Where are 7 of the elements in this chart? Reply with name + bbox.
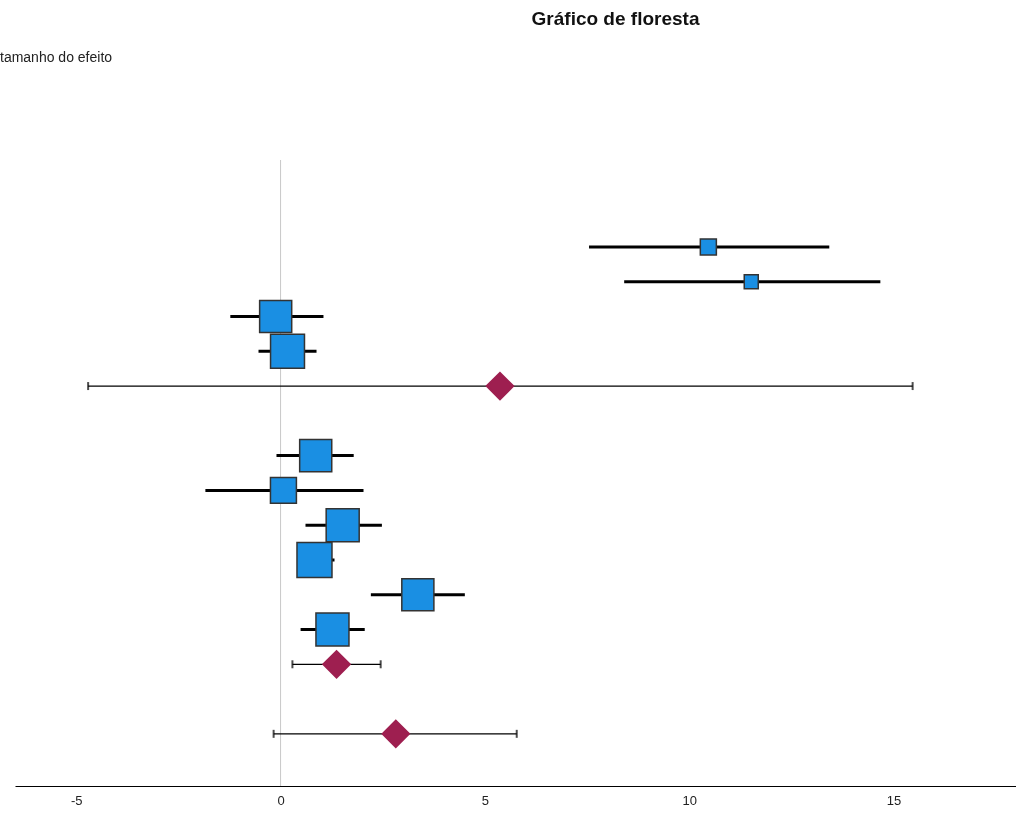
x-tick-label: 5 (481, 792, 489, 808)
chart-title: Gráfico de floresta (531, 8, 700, 29)
x-tick-label: 0 (277, 792, 285, 808)
x-tick-label: 15 (886, 792, 902, 808)
x-tick-label: 10 (682, 792, 697, 808)
text: tamanho do efeito (0, 49, 113, 65)
x-tick-label: -5 (71, 792, 83, 808)
